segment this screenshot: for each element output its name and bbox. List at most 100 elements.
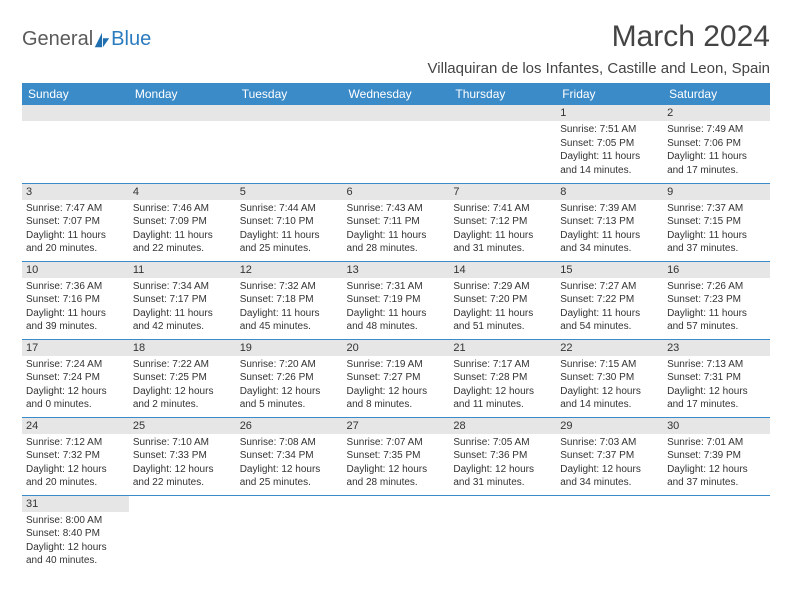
calendar-cell: [449, 105, 556, 183]
sunrise-text: Sunrise: 7:03 AM: [560, 436, 659, 450]
daylight-text: Daylight: 12 hours: [133, 463, 232, 477]
sunrise-text: Sunrise: 7:47 AM: [26, 202, 125, 216]
daylight-text-2: and 11 minutes.: [453, 398, 552, 412]
calendar-cell: [343, 105, 450, 183]
sunset-text: Sunset: 7:26 PM: [240, 371, 339, 385]
daylight-text: Daylight: 12 hours: [133, 385, 232, 399]
sunrise-text: Sunrise: 7:12 AM: [26, 436, 125, 450]
sunrise-text: Sunrise: 7:44 AM: [240, 202, 339, 216]
weekday-header: Thursday: [449, 83, 556, 105]
daylight-text-2: and 25 minutes.: [240, 476, 339, 490]
daylight-text: Daylight: 11 hours: [667, 307, 766, 321]
calendar-cell: [449, 495, 556, 573]
daylight-text-2: and 42 minutes.: [133, 320, 232, 334]
sunrise-text: Sunrise: 7:39 AM: [560, 202, 659, 216]
daylight-text-2: and 14 minutes.: [560, 398, 659, 412]
sunrise-text: Sunrise: 7:15 AM: [560, 358, 659, 372]
sunrise-text: Sunrise: 7:27 AM: [560, 280, 659, 294]
sunrise-text: Sunrise: 7:05 AM: [453, 436, 552, 450]
calendar-table: Sunday Monday Tuesday Wednesday Thursday…: [22, 83, 770, 573]
day-body: Sunrise: 7:24 AMSunset: 7:24 PMDaylight:…: [22, 356, 129, 414]
sunset-text: Sunset: 7:30 PM: [560, 371, 659, 385]
sunrise-text: Sunrise: 7:20 AM: [240, 358, 339, 372]
day-body: Sunrise: 7:34 AMSunset: 7:17 PMDaylight:…: [129, 278, 236, 336]
sunrise-text: Sunrise: 7:51 AM: [560, 123, 659, 137]
sunset-text: Sunset: 7:35 PM: [347, 449, 446, 463]
sunset-text: Sunset: 7:36 PM: [453, 449, 552, 463]
calendar-cell: 20Sunrise: 7:19 AMSunset: 7:27 PMDayligh…: [343, 339, 450, 417]
day-number: 19: [236, 340, 343, 356]
month-title: March 2024: [428, 20, 770, 54]
calendar-cell: 16Sunrise: 7:26 AMSunset: 7:23 PMDayligh…: [663, 261, 770, 339]
day-body: Sunrise: 7:49 AMSunset: 7:06 PMDaylight:…: [663, 121, 770, 179]
daylight-text: Daylight: 11 hours: [667, 150, 766, 164]
day-number: 15: [556, 262, 663, 278]
daylight-text: Daylight: 12 hours: [240, 385, 339, 399]
day-body: Sunrise: 7:22 AMSunset: 7:25 PMDaylight:…: [129, 356, 236, 414]
day-body: Sunrise: 7:27 AMSunset: 7:22 PMDaylight:…: [556, 278, 663, 336]
calendar-cell: 27Sunrise: 7:07 AMSunset: 7:35 PMDayligh…: [343, 417, 450, 495]
sunrise-text: Sunrise: 7:17 AM: [453, 358, 552, 372]
title-area: March 2024 Villaquiran de los Infantes, …: [428, 20, 770, 77]
day-number: [449, 105, 556, 121]
weekday-header: Saturday: [663, 83, 770, 105]
day-body: Sunrise: 7:05 AMSunset: 7:36 PMDaylight:…: [449, 434, 556, 492]
sunset-text: Sunset: 7:37 PM: [560, 449, 659, 463]
day-body: Sunrise: 7:15 AMSunset: 7:30 PMDaylight:…: [556, 356, 663, 414]
daylight-text: Daylight: 12 hours: [347, 385, 446, 399]
day-body: Sunrise: 7:19 AMSunset: 7:27 PMDaylight:…: [343, 356, 450, 414]
sunrise-text: Sunrise: 7:37 AM: [667, 202, 766, 216]
daylight-text-2: and 37 minutes.: [667, 242, 766, 256]
day-body: Sunrise: 7:12 AMSunset: 7:32 PMDaylight:…: [22, 434, 129, 492]
calendar-cell: 25Sunrise: 7:10 AMSunset: 7:33 PMDayligh…: [129, 417, 236, 495]
sunset-text: Sunset: 7:05 PM: [560, 137, 659, 151]
day-number: 8: [556, 184, 663, 200]
day-number: 23: [663, 340, 770, 356]
day-number: 17: [22, 340, 129, 356]
day-body: Sunrise: 7:46 AMSunset: 7:09 PMDaylight:…: [129, 200, 236, 258]
daylight-text: Daylight: 11 hours: [133, 307, 232, 321]
calendar-week-row: 10Sunrise: 7:36 AMSunset: 7:16 PMDayligh…: [22, 261, 770, 339]
calendar-cell: 6Sunrise: 7:43 AMSunset: 7:11 PMDaylight…: [343, 183, 450, 261]
day-body: Sunrise: 7:32 AMSunset: 7:18 PMDaylight:…: [236, 278, 343, 336]
weekday-header: Sunday: [22, 83, 129, 105]
daylight-text-2: and 31 minutes.: [453, 242, 552, 256]
day-number: 1: [556, 105, 663, 121]
daylight-text-2: and 45 minutes.: [240, 320, 339, 334]
daylight-text-2: and 31 minutes.: [453, 476, 552, 490]
calendar-cell: 23Sunrise: 7:13 AMSunset: 7:31 PMDayligh…: [663, 339, 770, 417]
daylight-text-2: and 14 minutes.: [560, 164, 659, 178]
calendar-cell: [343, 495, 450, 573]
calendar-cell: 31Sunrise: 8:00 AMSunset: 8:40 PMDayligh…: [22, 495, 129, 573]
sunset-text: Sunset: 7:09 PM: [133, 215, 232, 229]
day-number: 5: [236, 184, 343, 200]
day-number: 31: [22, 496, 129, 512]
daylight-text: Daylight: 12 hours: [26, 463, 125, 477]
sunset-text: Sunset: 7:17 PM: [133, 293, 232, 307]
sunset-text: Sunset: 7:18 PM: [240, 293, 339, 307]
day-number: 9: [663, 184, 770, 200]
calendar-cell: 4Sunrise: 7:46 AMSunset: 7:09 PMDaylight…: [129, 183, 236, 261]
daylight-text-2: and 34 minutes.: [560, 476, 659, 490]
daylight-text-2: and 57 minutes.: [667, 320, 766, 334]
sunset-text: Sunset: 7:06 PM: [667, 137, 766, 151]
sunset-text: Sunset: 7:25 PM: [133, 371, 232, 385]
sunrise-text: Sunrise: 7:19 AM: [347, 358, 446, 372]
sunrise-text: Sunrise: 7:13 AM: [667, 358, 766, 372]
day-body: Sunrise: 7:37 AMSunset: 7:15 PMDaylight:…: [663, 200, 770, 258]
weekday-header: Wednesday: [343, 83, 450, 105]
day-number: 3: [22, 184, 129, 200]
sunrise-text: Sunrise: 7:36 AM: [26, 280, 125, 294]
daylight-text: Daylight: 12 hours: [453, 463, 552, 477]
day-number: 27: [343, 418, 450, 434]
calendar-cell: 13Sunrise: 7:31 AMSunset: 7:19 PMDayligh…: [343, 261, 450, 339]
daylight-text-2: and 51 minutes.: [453, 320, 552, 334]
daylight-text-2: and 37 minutes.: [667, 476, 766, 490]
daylight-text-2: and 0 minutes.: [26, 398, 125, 412]
calendar-cell: [556, 495, 663, 573]
sunrise-text: Sunrise: 7:10 AM: [133, 436, 232, 450]
logo: General Blue: [22, 28, 151, 51]
sunrise-text: Sunrise: 7:32 AM: [240, 280, 339, 294]
calendar-cell: 19 Sunrise: 7:20 AMSunset: 7:26 PMDayligh…: [236, 339, 343, 417]
daylight-text-2: and 2 minutes.: [133, 398, 232, 412]
